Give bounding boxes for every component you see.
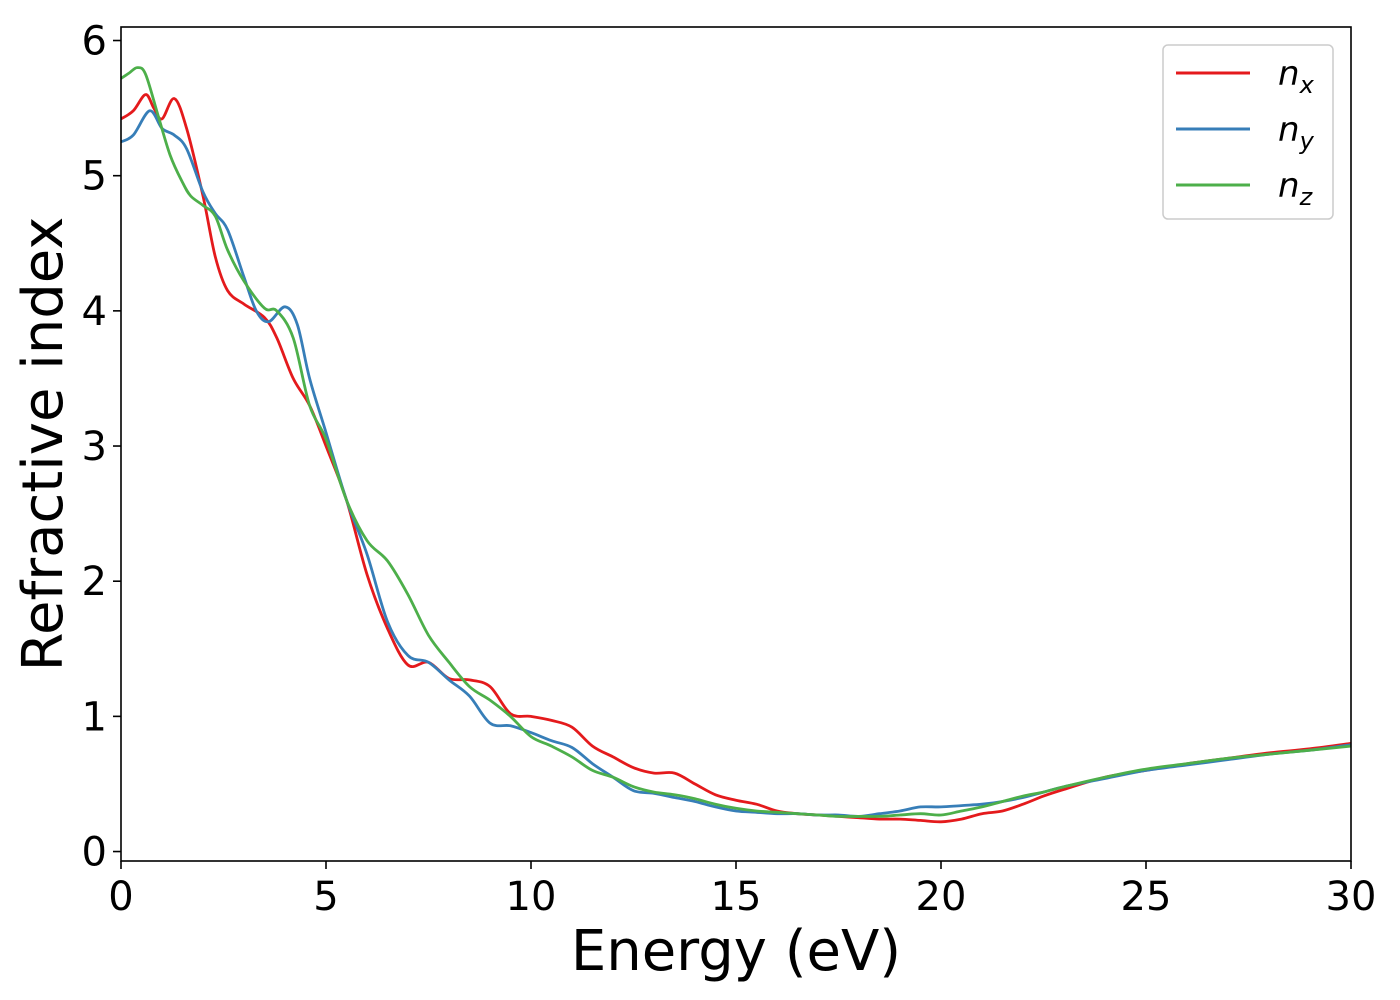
series-layer	[120, 66, 1352, 824]
x-tick-label: 30	[1326, 874, 1377, 920]
y-tick-label: 3	[82, 424, 107, 470]
x-tick-label: 0	[108, 874, 133, 920]
x-tick-label: 5	[313, 874, 338, 920]
y-axis-label: Refractive index	[11, 217, 76, 672]
x-axis-label: Energy (eV)	[571, 919, 901, 984]
series-line-nz	[120, 66, 1352, 818]
x-tick-label: 10	[506, 874, 557, 920]
y-tick-label: 6	[82, 19, 107, 65]
y-tick-label: 2	[82, 559, 107, 605]
x-tick-label: 15	[711, 874, 762, 920]
y-tick-label: 5	[82, 154, 107, 200]
x-tick-label: 20	[916, 874, 967, 920]
y-tick-label: 4	[82, 289, 107, 335]
y-axis: 0 1 2 3 4 5 6	[82, 19, 121, 876]
legend-box	[1162, 44, 1334, 220]
x-tick-label: 25	[1121, 874, 1172, 920]
series-line-nx	[120, 93, 1352, 824]
x-axis: 0 5 10 15 20 25 30	[108, 861, 1376, 920]
y-tick-label: 1	[82, 694, 107, 740]
y-tick-label: 0	[82, 830, 107, 876]
